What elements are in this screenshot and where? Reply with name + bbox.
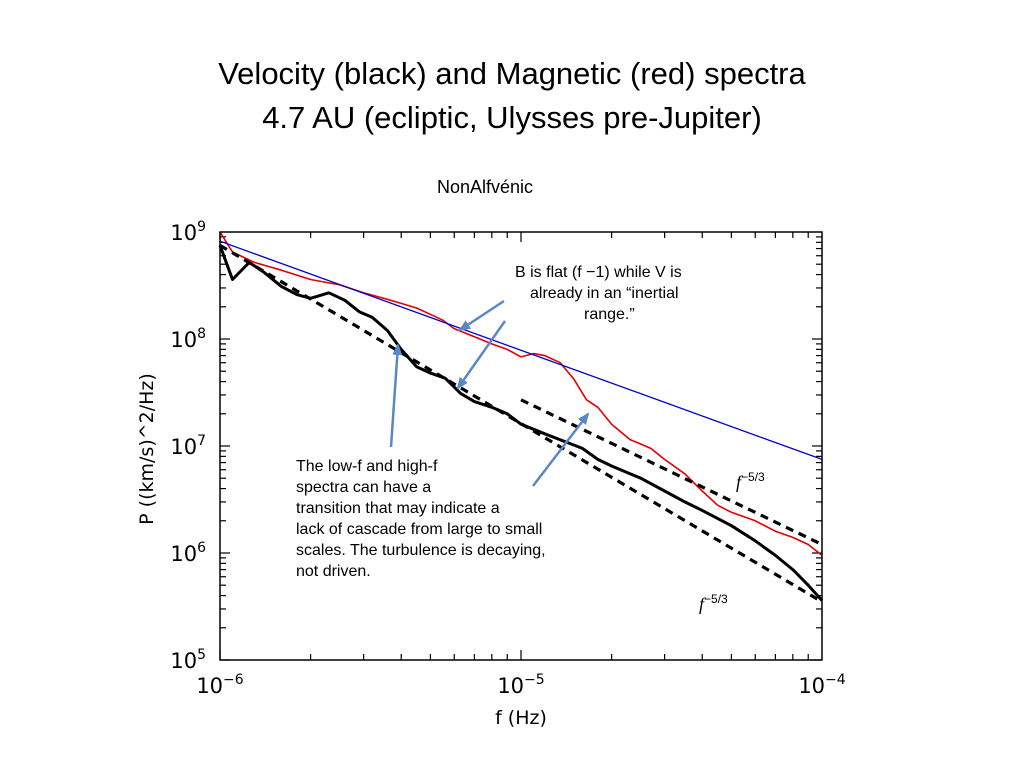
y-tick-label: 107 [170, 433, 206, 459]
y-tick-label: 106 [170, 540, 206, 566]
y-tick-label: 108 [170, 326, 206, 352]
arrow-b-flat-2 [456, 320, 507, 390]
fit-line-2 [219, 240, 823, 461]
annotation-arrows [389, 299, 590, 487]
arrow-transition-low [389, 343, 403, 448]
slope-label-velocity-base: f [699, 594, 705, 614]
arrow-transition-high [532, 412, 590, 487]
y-tick-label: 109 [170, 219, 206, 245]
slope-label-magnetic-base: f [736, 472, 742, 492]
annotation-transition-line1: The low-f and high-f [296, 458, 438, 475]
slope-label-velocity-exp: −5/3 [704, 592, 728, 606]
series-group [218, 231, 824, 604]
annotation-transition-line3: transition that may indicate a [296, 500, 500, 517]
slide-title-line2: 4.7 AU (ecliptic, Ulysses pre-Jupiter) [262, 100, 762, 135]
x-axis-label: f (Hz) [495, 707, 547, 729]
y-axis-label: P ((km/s)^2/Hz) [136, 373, 158, 525]
slope-label-velocity: f−5/3 [699, 592, 728, 615]
fit-dashed-line-4 [520, 398, 823, 546]
annotation-transition: The low-f and high-f spectra can have a … [296, 456, 546, 582]
annotation-transition-line5: scales. The turbulence is decaying, [296, 542, 546, 559]
arrow-b-flat-1 [458, 299, 505, 332]
x-tick-label: 10−4 [798, 672, 845, 698]
annotation-b-flat-line3: range.” [584, 306, 635, 323]
slide-title-line1: Velocity (black) and Magnetic (red) spec… [218, 56, 806, 91]
annotation-b-flat-line2: already in an “inertial [530, 285, 679, 302]
annotation-b-flat: B is flat (f −1) while V is already in a… [515, 262, 682, 325]
annotation-transition-line2: spectra can have a [296, 479, 432, 496]
slope-label-magnetic: f−5/3 [736, 470, 765, 493]
annotation-b-flat-line1: B is flat (f −1) while V is [515, 264, 682, 281]
x-tick-label: 10−6 [196, 672, 243, 698]
fit-dashed-line-3 [219, 244, 823, 604]
axis-ticks [219, 232, 822, 661]
y-tick-label: 105 [170, 647, 206, 673]
plot-frame [219, 231, 823, 661]
slope-label-magnetic-exp: −5/3 [741, 470, 765, 484]
annotation-transition-line4: lack of cascade from large to small [296, 521, 543, 538]
x-tick-label: 10−5 [497, 672, 544, 698]
annotation-transition-line6: not driven. [296, 563, 371, 580]
chart-subtitle: NonAlfvénic [436, 177, 534, 197]
